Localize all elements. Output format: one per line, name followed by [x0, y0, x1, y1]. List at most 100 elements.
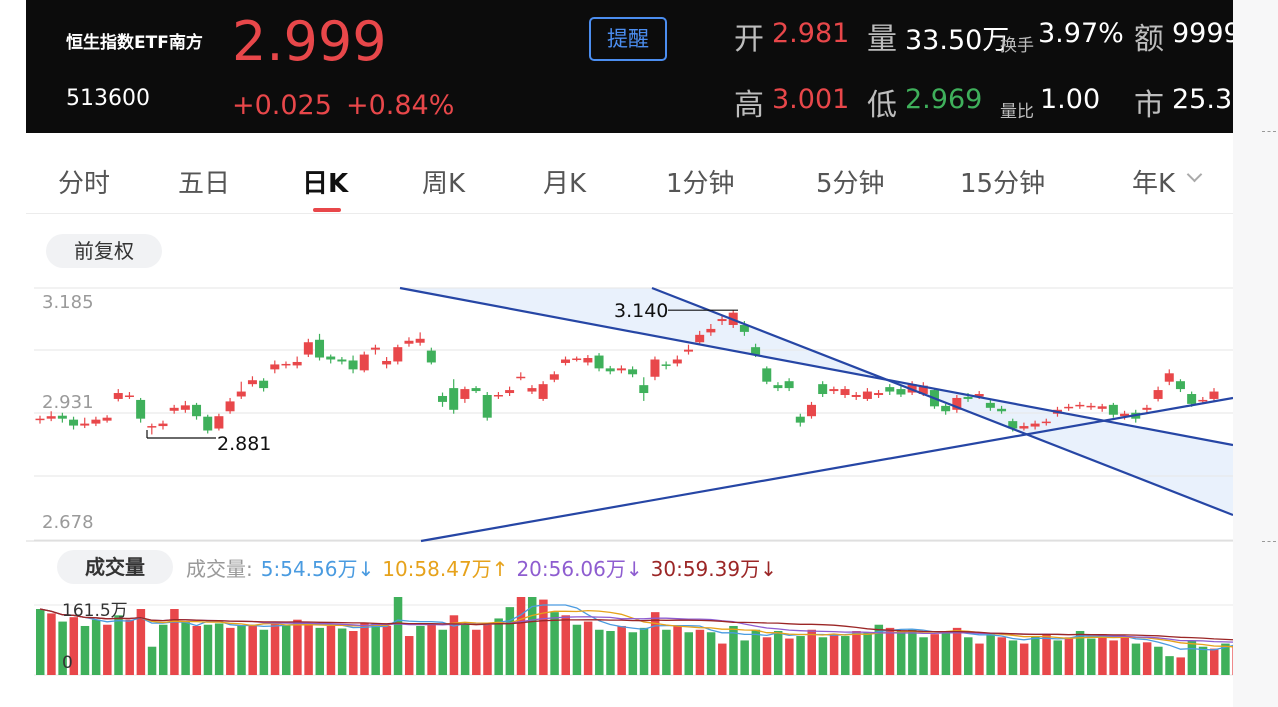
volume-bar — [47, 613, 56, 675]
price-adjust-button[interactable]: 前复权 — [46, 234, 162, 268]
volume-bar — [863, 632, 872, 675]
alert-button[interactable]: 提醒 — [589, 17, 667, 61]
volume-bar — [505, 607, 515, 675]
candle-body — [896, 389, 906, 395]
tab-intraday[interactable]: 分时 — [58, 169, 111, 199]
candle-body — [661, 364, 671, 366]
candle-body — [683, 349, 693, 352]
volume-bar — [583, 621, 593, 675]
tab-15min[interactable]: 15分钟 — [960, 169, 1046, 199]
candle-body — [91, 419, 101, 424]
volume-bar — [192, 625, 202, 675]
volume-bar — [1064, 637, 1074, 675]
volume-bar — [561, 615, 571, 675]
candle-body — [583, 358, 593, 363]
volume-bar — [885, 627, 895, 675]
volume-bar — [337, 628, 347, 675]
candle-body — [69, 419, 79, 426]
volume-bar — [841, 636, 850, 675]
period-tabs: 分时 五日 日K 周K 月K 1分钟 5分钟 15分钟 年K — [26, 145, 1233, 214]
volume-bar — [975, 643, 984, 675]
amount-label: 额 — [1134, 22, 1164, 57]
volume-bar — [818, 637, 828, 675]
volume-bar — [1075, 631, 1085, 675]
tab-daily-k[interactable]: 日K — [302, 169, 349, 199]
candle-body — [505, 390, 515, 394]
volume-label: 量 — [867, 22, 897, 57]
volume-bar — [360, 623, 369, 675]
open-value: 2.981 — [772, 18, 850, 49]
price-axis-label: 2.931 — [42, 392, 94, 413]
candle-body — [337, 359, 347, 362]
candle-body — [482, 395, 492, 418]
low-annotation-label: 2.881 — [217, 433, 271, 455]
volume-bar — [80, 625, 90, 675]
volume-bar — [460, 623, 470, 675]
trendline-lower-channel — [651, 286, 1233, 517]
candle-body — [762, 368, 772, 382]
volume-bar — [1031, 636, 1040, 675]
volume-bar — [427, 623, 436, 675]
volume-value: 33.50万 — [905, 25, 1010, 56]
volume-bar — [382, 625, 392, 675]
volume-bar — [483, 624, 492, 675]
volume-bar — [729, 625, 738, 675]
volume-bar — [908, 629, 917, 675]
tab-weekly-k[interactable]: 周K — [422, 169, 466, 199]
volume-indicator-button[interactable]: 成交量 — [57, 550, 173, 584]
last-price: 2.999 — [232, 10, 387, 73]
tab-5min[interactable]: 5分钟 — [816, 169, 885, 199]
volume-bar — [1187, 640, 1197, 675]
candle-body — [471, 388, 481, 392]
volume-bar — [874, 624, 884, 675]
tab-1min[interactable]: 1分钟 — [666, 169, 735, 199]
candle-body — [1175, 381, 1185, 390]
volume-bar — [1131, 643, 1141, 675]
volume-bar — [617, 625, 626, 675]
volume-bar — [58, 621, 67, 675]
candle-body — [918, 385, 928, 395]
volume-bar — [650, 612, 660, 675]
candle-body — [605, 368, 615, 372]
volume-bar — [773, 631, 783, 675]
right-edge-dash — [1262, 131, 1276, 133]
active-tab-indicator — [313, 208, 341, 212]
candle-body — [874, 393, 884, 396]
volume-bar — [371, 623, 380, 675]
volume-bar — [293, 619, 302, 675]
candle-body — [259, 380, 269, 389]
volume-bar — [550, 612, 559, 675]
volume-bar — [1042, 634, 1051, 675]
trendline-support — [420, 396, 1233, 543]
candle-body — [270, 364, 280, 370]
volume-ma-line — [39, 608, 1233, 648]
volume-bar — [639, 627, 649, 675]
tab-yearly-k[interactable]: 年K — [1132, 169, 1176, 199]
candle-body — [102, 417, 112, 421]
candle-body — [370, 347, 380, 350]
candle-body — [493, 395, 503, 397]
candle-body — [236, 391, 246, 397]
volume-bar — [1109, 640, 1118, 675]
high-annotation-label: 3.140 — [614, 300, 668, 322]
fund-name: 恒生指数ETF南方 — [66, 33, 203, 53]
volume-bar — [1232, 644, 1233, 675]
volume-bar — [449, 615, 459, 675]
chevron-down-icon[interactable] — [1186, 166, 1203, 183]
volume-bar — [527, 597, 537, 675]
candle-body — [35, 418, 45, 421]
volume-bar — [158, 624, 168, 675]
candle-body — [572, 358, 582, 361]
tab-monthly-k[interactable]: 月K — [543, 169, 587, 199]
price-change: +0.025 — [232, 90, 332, 121]
candle-body — [650, 359, 660, 377]
volume-bar — [136, 609, 146, 675]
candle-body — [527, 388, 537, 392]
volume-bar — [181, 621, 190, 675]
volume-bar — [740, 640, 749, 675]
tab-five-day[interactable]: 五日 — [178, 169, 231, 199]
candle-body — [706, 328, 716, 333]
kline-chart[interactable]: 161.5万 0 3.185 2.931 2.678 3.140 2.881 — [26, 280, 1233, 680]
volume-axis-max: 161.5万 — [62, 601, 128, 621]
volume-bar — [684, 632, 693, 675]
